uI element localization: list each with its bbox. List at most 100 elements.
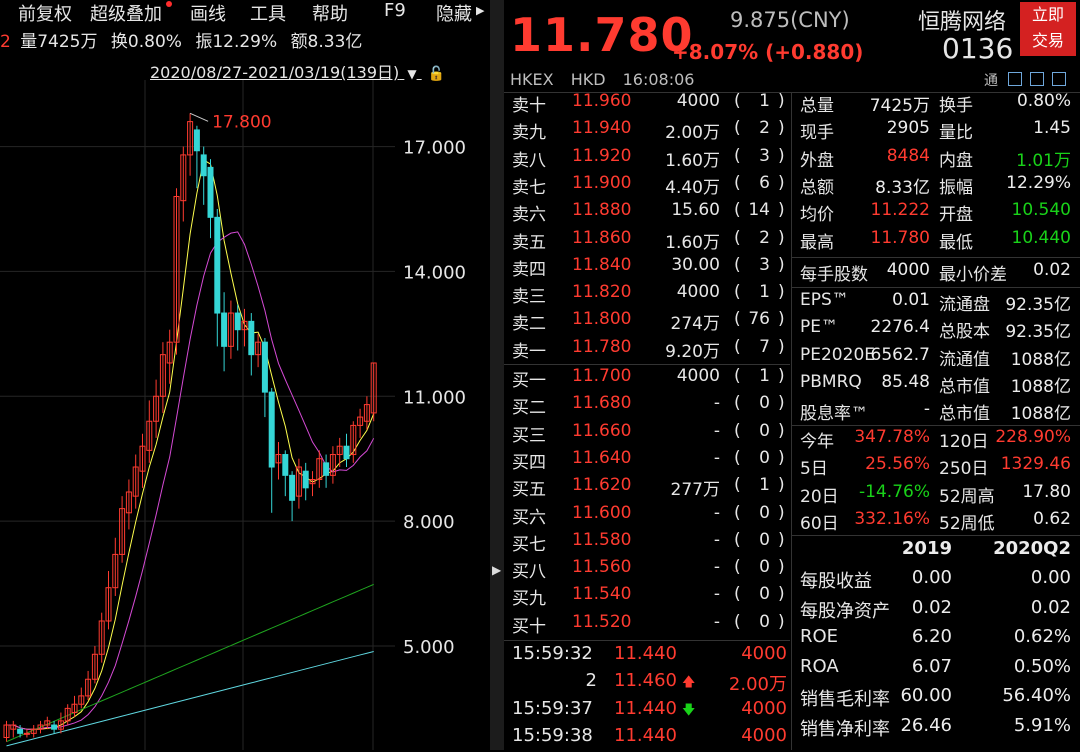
stat-label: 振幅	[939, 177, 973, 198]
level-volume: 9.20万	[665, 341, 720, 362]
ask-row[interactable]: 卖三 11.820 4000 (1)	[512, 282, 792, 309]
level-label: 卖七	[512, 177, 546, 198]
level-label: 卖十	[512, 96, 546, 116]
date-range-selector[interactable]: 2020/08/27-2021/03/19(139日) ▼ 🔓	[150, 59, 445, 83]
candle-body	[98, 620, 105, 655]
book-tick-separator	[504, 640, 790, 641]
level-price: 11.640	[572, 447, 632, 468]
menu-item-hide[interactable]: 隐藏	[436, 4, 472, 25]
menu-item-f9[interactable]: F9	[384, 0, 406, 21]
bid-row[interactable]: 买五 11.620 277万 (1)	[512, 475, 792, 502]
bid-row[interactable]: 买七 11.580 -(0)	[512, 530, 792, 557]
level-volume: 2.00万	[665, 123, 720, 144]
bid-row[interactable]: 买九 11.540 -(0)	[512, 584, 792, 611]
ask-row[interactable]: 卖六 11.880 15.60 (14)	[512, 200, 792, 227]
y-tick-label: 14.000	[403, 262, 466, 283]
edit-icon[interactable]	[1008, 72, 1022, 86]
tick-price: 11.460	[614, 670, 677, 692]
exchange-label: HKEX	[510, 70, 554, 89]
arrow-up-icon: 🡅	[682, 675, 696, 691]
ma20-line	[6, 583, 374, 743]
menu-item-tools[interactable]: 工具	[250, 4, 286, 25]
candle-body	[17, 728, 24, 734]
kline-chart[interactable]: 17.000 14.000 11.000 8.000 5.000 17.800	[0, 80, 488, 750]
stat-value: 12.29%	[1006, 172, 1071, 193]
level-count: 0	[759, 584, 770, 605]
candle-body	[125, 491, 132, 514]
menu-item-forward-adjust[interactable]: 前复权	[18, 4, 72, 25]
bid-row[interactable]: 买十 11.520 -(0)	[512, 612, 792, 639]
bid-row[interactable]: 买三 11.660 -(0)	[512, 421, 792, 448]
ask-row[interactable]: 卖一 11.780 9.20万 (7)	[512, 337, 792, 364]
expand-arrow-icon[interactable]: ▶	[492, 563, 502, 577]
level-count: 0	[759, 420, 770, 441]
candle-body	[350, 424, 357, 456]
stat-row: 20日 -14.76% 52周高 17.80	[800, 482, 1076, 509]
tick-time: 2	[585, 670, 597, 692]
ask-row[interactable]: 卖十 11.960 4000 (1)	[512, 91, 792, 118]
copy-icon[interactable]	[1030, 72, 1044, 86]
tick-volume: 2.00万	[728, 674, 787, 696]
dropdown-triangle-icon[interactable]: ▼	[407, 67, 417, 81]
candle-body	[289, 474, 296, 501]
stat-value: 10.440	[1011, 227, 1071, 248]
stat-label: PE2020E	[800, 344, 875, 365]
trade-now-button[interactable]: 立即 交易	[1020, 2, 1076, 56]
level-volume: -	[713, 420, 720, 441]
stat-row: 外盘 8484 内盘 1.01万	[800, 146, 1076, 173]
bid-row[interactable]: 买二 11.680 -(0)	[512, 393, 792, 420]
stat-value: 2276.4	[870, 317, 930, 338]
paren-close: )	[778, 611, 785, 632]
menu-more-arrow-icon[interactable]: ▶	[476, 4, 485, 17]
ask-row[interactable]: 卖五 11.860 1.60万 (2)	[512, 228, 792, 255]
paren-close: )	[778, 227, 785, 248]
paren-open: (	[734, 584, 741, 605]
stat-value: 1329.46	[1000, 454, 1071, 475]
y-tick-label: 11.000	[403, 387, 466, 408]
level-volume: -	[713, 502, 720, 523]
financials-value-2020q2: 0.02	[1030, 596, 1071, 618]
trade-button-line1: 立即	[1031, 5, 1064, 24]
paren-close: )	[778, 145, 785, 166]
menu-item-draw-line[interactable]: 画线	[190, 4, 226, 25]
alert-icon[interactable]	[1052, 72, 1066, 86]
level-count: 1	[759, 91, 770, 111]
stats-amount: 额8.33亿	[290, 32, 363, 52]
level-volume: 4000	[676, 366, 720, 386]
paren-close: )	[778, 557, 785, 578]
candle-body	[51, 724, 58, 730]
stat-label: 今年	[800, 432, 834, 452]
financials-row: ROA 6.07 0.50%	[800, 656, 1076, 685]
stat-label: 最低	[939, 232, 973, 253]
financials-value-2019: 60.00	[900, 685, 952, 706]
ask-row[interactable]: 卖八 11.920 1.60万 (3)	[512, 146, 792, 173]
ask-row[interactable]: 卖四 11.840 30.00 (3)	[512, 255, 792, 282]
kline-chart-panel[interactable]	[0, 0, 490, 750]
tick-row: 15:59:38 11.440 4000	[512, 725, 787, 752]
level-label: 卖六	[512, 205, 546, 226]
candle-body	[64, 707, 71, 722]
panel-divider[interactable]	[490, 0, 504, 750]
bid-row[interactable]: 买六 11.600 -(0)	[512, 503, 792, 530]
lock-icon[interactable]: 🔓	[427, 66, 446, 82]
ask-row[interactable]: 卖二 11.800 274万 (76)	[512, 309, 792, 336]
tick-row: 15:59:37 11.440 🡇 4000	[512, 698, 787, 725]
paren-open: (	[734, 200, 741, 221]
level-label: 买五	[512, 480, 546, 501]
ask-row[interactable]: 卖九 11.940 2.00万 (2)	[512, 118, 792, 145]
level-volume: -	[713, 529, 720, 550]
y-tick-label: 17.000	[403, 138, 466, 159]
bid-row[interactable]: 买四 11.640 -(0)	[512, 448, 792, 475]
ask-row[interactable]: 卖七 11.900 4.40万 (6)	[512, 173, 792, 200]
ma60-line	[6, 650, 374, 747]
bid-row[interactable]: 买八 11.560 -(0)	[512, 557, 792, 584]
menu-item-help[interactable]: 帮助	[312, 4, 348, 25]
candle-body	[323, 462, 330, 476]
paren-open: (	[734, 254, 741, 275]
last-price: 11.780	[510, 8, 694, 62]
stat-label: 总市值	[939, 376, 990, 397]
stat-value: 4000	[886, 260, 930, 280]
menu-item-super-overlay[interactable]: 超级叠加	[90, 4, 162, 25]
bid-row[interactable]: 买一 11.700 4000 (1)	[512, 366, 792, 393]
candle-body	[153, 395, 160, 422]
